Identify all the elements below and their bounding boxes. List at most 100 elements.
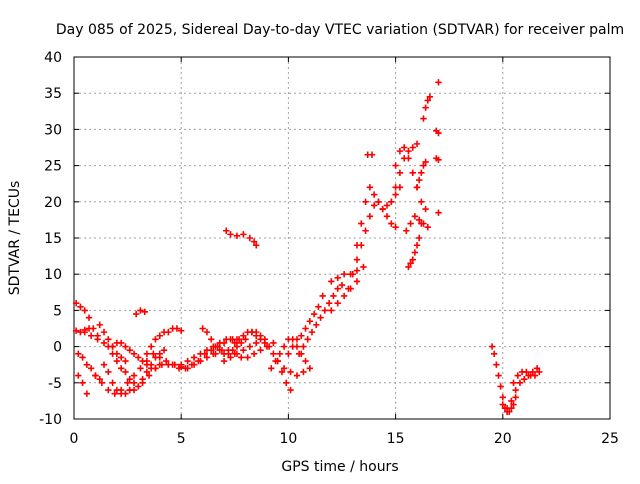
- data-point: [340, 292, 348, 300]
- data-point: [435, 209, 442, 216]
- data-point: [426, 93, 434, 101]
- y-tick-label: 5: [53, 303, 62, 319]
- data-point: [418, 220, 425, 227]
- data-point: [132, 310, 140, 318]
- data-point: [79, 379, 86, 386]
- x-tick-label: 25: [601, 431, 619, 447]
- data-point: [178, 361, 185, 368]
- data-point: [435, 79, 442, 86]
- data-point: [300, 343, 307, 350]
- data-point: [383, 213, 391, 220]
- data-point: [334, 285, 341, 292]
- data-point: [403, 227, 410, 234]
- data-point: [240, 231, 247, 238]
- data-point: [238, 354, 245, 361]
- y-tick-label: 15: [44, 231, 62, 247]
- data-point: [353, 267, 361, 274]
- data-point: [362, 198, 369, 205]
- data-point: [152, 365, 159, 372]
- data-point: [368, 151, 376, 158]
- data-point: [261, 336, 269, 343]
- data-point: [218, 347, 226, 354]
- data-point: [512, 394, 519, 401]
- data-point: [409, 144, 416, 151]
- data-point: [497, 383, 504, 390]
- data-point: [418, 169, 425, 177]
- data-point: [353, 256, 361, 263]
- data-point: [302, 357, 309, 365]
- data-point: [188, 361, 196, 368]
- data-point: [396, 169, 404, 177]
- data-point: [523, 368, 530, 376]
- data-point: [435, 156, 442, 164]
- data-point: [313, 321, 320, 329]
- data-point: [280, 365, 288, 372]
- data-point: [415, 176, 423, 184]
- data-point: [308, 328, 316, 336]
- data-point: [499, 401, 506, 408]
- data-point: [409, 169, 416, 177]
- data-point: [287, 386, 294, 394]
- data-point: [293, 372, 301, 379]
- data-point: [435, 129, 442, 137]
- data-point: [493, 361, 500, 368]
- data-point: [117, 339, 125, 347]
- x-tick-label: 20: [494, 431, 512, 447]
- y-tick-label: 40: [44, 50, 62, 66]
- data-point: [250, 350, 258, 358]
- data-point: [516, 379, 524, 386]
- data-point: [231, 339, 238, 347]
- data-point: [165, 328, 172, 336]
- data-point: [295, 350, 303, 358]
- data-point: [422, 205, 429, 213]
- data-point: [250, 238, 258, 245]
- data-point: [105, 386, 112, 394]
- data-point: [392, 184, 399, 191]
- data-point: [274, 357, 281, 365]
- data-point: [156, 332, 163, 339]
- data-point: [370, 202, 378, 209]
- data-point: [81, 328, 88, 336]
- data-point: [411, 249, 419, 256]
- data-point: [126, 375, 133, 383]
- x-tick-label: 15: [387, 431, 405, 447]
- data-point: [135, 383, 142, 390]
- data-point: [126, 347, 133, 354]
- data-point: [83, 390, 91, 397]
- data-point: [111, 390, 118, 397]
- data-point: [77, 303, 84, 310]
- data-point: [276, 350, 284, 358]
- data-point: [147, 343, 155, 350]
- data-point: [122, 368, 129, 376]
- data-point: [366, 213, 374, 220]
- data-point: [147, 361, 155, 368]
- data-point: [240, 332, 247, 339]
- data-point: [413, 140, 421, 148]
- data-point: [321, 307, 329, 314]
- chart-title: Day 085 of 2025, Sidereal Day-to-day VTE…: [56, 22, 624, 38]
- grid: [74, 57, 610, 419]
- data-point: [96, 321, 103, 329]
- data-point: [512, 386, 519, 394]
- data-point: [418, 198, 425, 205]
- data-point: [268, 365, 275, 372]
- y-tick-label: 25: [44, 159, 62, 175]
- data-point: [379, 205, 386, 213]
- data-point: [117, 354, 125, 361]
- data-point: [300, 368, 307, 376]
- data-point: [117, 365, 125, 372]
- data-point: [235, 336, 243, 343]
- data-point: [203, 347, 211, 354]
- data-point: [162, 357, 170, 365]
- data-point: [124, 379, 131, 386]
- data-point: [270, 339, 277, 347]
- data-point: [345, 285, 352, 292]
- data-point: [358, 220, 365, 227]
- y-tick-label: -10: [39, 412, 62, 428]
- data-point: [315, 303, 322, 310]
- data-point: [317, 314, 324, 321]
- data-point: [117, 386, 125, 394]
- data-point: [413, 184, 421, 191]
- data-point: [253, 339, 260, 347]
